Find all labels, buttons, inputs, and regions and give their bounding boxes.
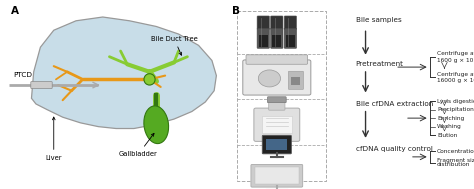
FancyBboxPatch shape [262, 135, 292, 154]
FancyBboxPatch shape [271, 28, 283, 48]
FancyBboxPatch shape [284, 16, 297, 29]
FancyBboxPatch shape [284, 28, 297, 48]
Ellipse shape [144, 106, 169, 144]
Text: 1600 g × 10 min: 1600 g × 10 min [437, 58, 474, 63]
FancyBboxPatch shape [286, 36, 295, 47]
Text: Bile samples: Bile samples [356, 17, 401, 23]
FancyBboxPatch shape [251, 164, 303, 187]
Text: distribution: distribution [437, 162, 470, 167]
FancyBboxPatch shape [271, 16, 283, 29]
FancyBboxPatch shape [269, 101, 285, 110]
FancyBboxPatch shape [273, 36, 281, 47]
FancyBboxPatch shape [288, 71, 303, 89]
Text: 16000 g × 10 min: 16000 g × 10 min [437, 78, 474, 83]
Polygon shape [31, 17, 216, 129]
FancyBboxPatch shape [259, 36, 268, 47]
Text: Enriching: Enriching [437, 116, 464, 121]
Text: Concentration: Concentration [437, 149, 474, 154]
Text: Centrifuge at 4°C: Centrifuge at 4°C [437, 72, 474, 77]
Text: Liver: Liver [46, 117, 62, 161]
FancyBboxPatch shape [267, 97, 286, 103]
FancyBboxPatch shape [254, 108, 300, 141]
FancyBboxPatch shape [243, 60, 311, 95]
Text: Elution: Elution [437, 133, 457, 138]
FancyBboxPatch shape [266, 139, 287, 150]
Text: Washing: Washing [437, 124, 462, 129]
Text: Lysis digestion: Lysis digestion [437, 99, 474, 104]
FancyBboxPatch shape [291, 77, 301, 85]
Text: Centrifuge at 4°C: Centrifuge at 4°C [437, 51, 474, 56]
FancyBboxPatch shape [31, 82, 52, 88]
Text: Precipitation: Precipitation [437, 107, 474, 112]
Text: PTCD: PTCD [14, 72, 33, 78]
Text: A: A [11, 6, 19, 16]
FancyBboxPatch shape [262, 116, 292, 133]
FancyBboxPatch shape [257, 28, 269, 48]
Text: Gallbladder: Gallbladder [119, 133, 158, 157]
Text: Bile Duct Tree: Bile Duct Tree [151, 36, 198, 55]
Circle shape [258, 70, 281, 87]
Ellipse shape [144, 74, 155, 85]
FancyBboxPatch shape [246, 55, 308, 64]
FancyBboxPatch shape [257, 16, 269, 29]
FancyBboxPatch shape [255, 167, 299, 184]
Text: cfDNA quality control: cfDNA quality control [356, 146, 433, 153]
Text: Bile cfDNA extraction: Bile cfDNA extraction [356, 101, 433, 107]
Text: Fragment size: Fragment size [437, 158, 474, 163]
Text: Pretreatment: Pretreatment [356, 61, 404, 67]
Text: B: B [232, 6, 240, 16]
